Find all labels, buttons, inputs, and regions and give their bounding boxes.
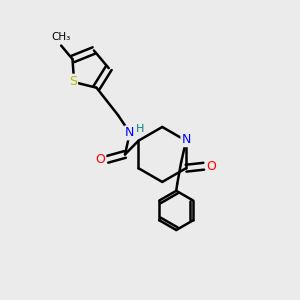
Text: O: O	[207, 160, 217, 173]
Text: N: N	[182, 133, 191, 146]
Text: H: H	[136, 124, 144, 134]
Text: S: S	[69, 75, 77, 88]
Text: O: O	[95, 153, 105, 166]
Text: CH₃: CH₃	[52, 32, 71, 42]
Text: N: N	[125, 126, 135, 140]
